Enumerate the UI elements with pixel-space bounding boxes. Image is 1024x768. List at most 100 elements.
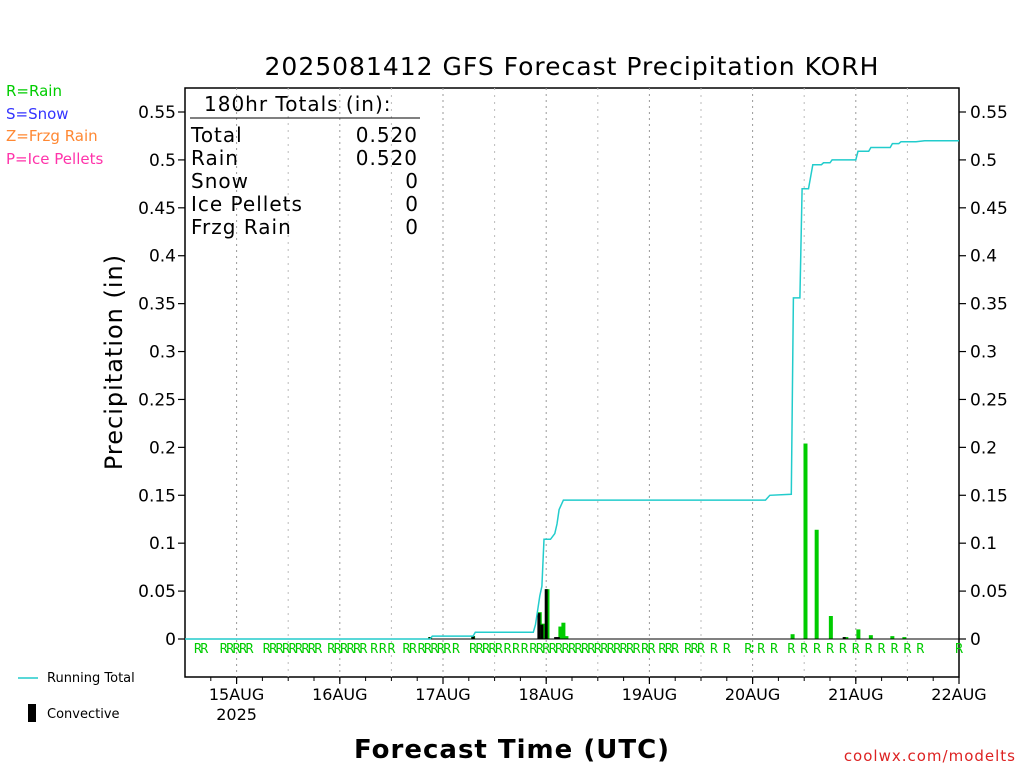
ptype-marker-rain: R (469, 642, 477, 657)
y-tick-label-right: 0.45 (970, 199, 1008, 219)
ptype-marker-rain: R (194, 642, 202, 657)
ptype-marker-rain: R (482, 642, 490, 657)
rain-bar (564, 636, 569, 639)
series-legend: Running Total Convective (18, 671, 135, 722)
ptype-marker-rain: R (314, 642, 322, 657)
rain-bar (558, 626, 563, 639)
ptype-marker-rain: R (308, 642, 316, 657)
ptype-marker-rain: R (347, 642, 355, 657)
y-tick-label-left: 0.2 (149, 438, 176, 458)
ptype-marker-rain: R (581, 642, 589, 657)
ptype-marker-rain: R (521, 642, 529, 657)
y-tick-label-left: 0.4 (149, 247, 176, 267)
y-axis-label: Precipitation (in) (100, 254, 128, 470)
ptype-marker-rain: R (295, 642, 303, 657)
totals-label-rain: Rain (191, 146, 239, 170)
y-tick-label-right: 0.1 (970, 534, 997, 554)
ptype-marker-rain: R (613, 642, 621, 657)
ptype-legend: R=Rain S=Snow Z=Frzg Rain P=Ice Pellets (6, 82, 103, 168)
totals-label-ice-pellets: Ice Pellets (191, 192, 303, 216)
ptype-marker-rain: R (489, 642, 497, 657)
ptype-marker-rain: R (226, 642, 234, 657)
totals-label-frzg-rain: Frzg Rain (191, 215, 292, 239)
ptype-marker-rain: R (626, 642, 634, 657)
ptype-marker-rain: R (220, 642, 228, 657)
y-tick-label-right: 0.05 (970, 582, 1008, 602)
ptype-marker-rain: R (452, 642, 460, 657)
y-tick-label-left: 0.55 (138, 103, 176, 123)
x-tick-label: 15AUG (209, 685, 264, 704)
ptype-marker-rain: R (360, 642, 368, 657)
ptype-marker-rain: R (813, 642, 821, 657)
y-tick-label-left: 0.5 (149, 151, 176, 171)
convective-bar (544, 589, 548, 639)
y-tick-label-right: 0.3 (970, 343, 997, 363)
ptype-marker-rain: R (641, 642, 649, 657)
ptype-marker-rain: R (600, 642, 608, 657)
ptype-marker-rain: R (723, 642, 731, 657)
ptype-marker-rain: R (620, 642, 628, 657)
watermark: coolwx.com/modelts (844, 747, 1016, 765)
ptype-marker-rain: R (575, 642, 583, 657)
ptype-marker-rain: R (504, 642, 512, 657)
convective-bar (540, 624, 544, 639)
y-tick-label-right: 0.25 (970, 390, 1008, 410)
ptype-marker-rain: R (710, 642, 718, 657)
y-tick-label-right: 0.15 (970, 486, 1008, 506)
x-tick-label: 20AUG (725, 685, 780, 704)
totals-value-rain: 0.520 (356, 146, 418, 170)
running-total-path (185, 139, 959, 640)
ptype-marker-rain: R (555, 642, 563, 657)
precip-bars (428, 443, 907, 639)
ptype-marker-rain: R (691, 642, 699, 657)
y-tick-label-right: 0.5 (970, 151, 997, 171)
legend-convective-label: Convective (47, 707, 120, 722)
ptype-marker-rain: R (327, 642, 335, 657)
ptype-marker-rain: R (757, 642, 765, 657)
totals-value-frzg-rain: 0 (405, 215, 418, 239)
ptype-marker-colon: : (749, 641, 757, 656)
x-tick-label: 19AUG (622, 685, 677, 704)
legend-frzg-rain: Z=Frzg Rain (6, 127, 98, 145)
y-tick-label-left: 0.3 (149, 343, 176, 363)
ptype-marker-rain: R (512, 642, 520, 657)
ptype-marker-rain: R (403, 642, 411, 657)
totals-value-ice-pellets: 0 (405, 192, 418, 216)
y-tick-label-left: 0.15 (138, 486, 176, 506)
ptype-marker-rain: R (744, 642, 752, 657)
ptype-marker-rain: R (633, 642, 641, 657)
x-tick-label: 21AUG (828, 685, 883, 704)
ptype-marker-rain: R (536, 642, 544, 657)
ptype-marker-rain: R (495, 642, 503, 657)
y-tick-label-right: 0.4 (970, 247, 997, 267)
y-tick-label-left: 0.05 (138, 582, 176, 602)
ptype-marker-rain: R (839, 642, 847, 657)
rain-bar (902, 637, 907, 639)
totals-label-total: Total (190, 123, 243, 147)
ptype-marker-rain: R (334, 642, 342, 657)
ptype-marker-rain: R (587, 642, 595, 657)
y-tick-label-left: 0.25 (138, 390, 176, 410)
x-tick-label: 16AUG (312, 685, 367, 704)
y-tick-label-right: 0 (970, 630, 981, 650)
x-tick-label: 18AUG (518, 685, 573, 704)
ptype-marker-rain: R (340, 642, 348, 657)
ptype-marker-rain: R (665, 642, 673, 657)
x-tick-label: 22AUG (931, 685, 986, 704)
ptype-marker-rain: R (379, 642, 387, 657)
ptype-marker-rain: R (353, 642, 361, 657)
x-axis-label: Forecast Time (UTC) (354, 735, 670, 765)
ptype-marker-rain: R (800, 642, 808, 657)
ptype-marker-rain: R (770, 642, 778, 657)
ptype-marker-rain: R (787, 642, 795, 657)
rain-bar (890, 636, 895, 639)
ptype-marker-rain: R (233, 642, 241, 657)
ptype-marker-rain: R (409, 642, 417, 657)
ptype-marker-rain: R (529, 642, 537, 657)
ptype-marker-rain: R (542, 642, 550, 657)
ptype-marker-rain: R (648, 642, 656, 657)
ptype-marker-rain: R (697, 642, 705, 657)
